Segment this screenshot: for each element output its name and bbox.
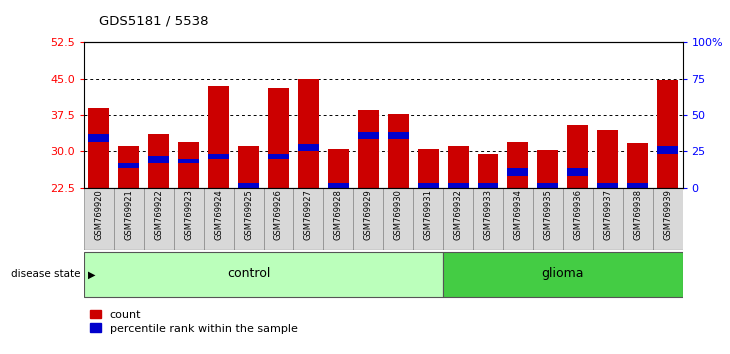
Bar <box>208 154 229 159</box>
Text: GSM769926: GSM769926 <box>274 189 283 240</box>
Bar <box>148 156 169 164</box>
Bar <box>174 188 204 250</box>
Text: GSM769938: GSM769938 <box>633 189 642 240</box>
Text: GSM769929: GSM769929 <box>364 189 373 240</box>
Text: GSM769925: GSM769925 <box>244 189 253 240</box>
Text: GSM769930: GSM769930 <box>393 189 403 240</box>
Text: GSM769921: GSM769921 <box>124 189 134 240</box>
Bar <box>84 188 114 250</box>
Text: GDS5181 / 5538: GDS5181 / 5538 <box>99 14 208 27</box>
Bar <box>623 188 653 250</box>
Bar <box>537 183 558 188</box>
Text: control: control <box>227 267 270 280</box>
Bar <box>238 145 259 188</box>
Bar <box>328 149 349 188</box>
Bar <box>383 188 413 250</box>
Bar <box>208 86 229 188</box>
Bar <box>567 125 588 188</box>
Text: ▶: ▶ <box>88 269 95 279</box>
Text: GSM769920: GSM769920 <box>94 189 104 240</box>
Bar <box>477 183 499 188</box>
Legend: count, percentile rank within the sample: count, percentile rank within the sample <box>90 310 297 333</box>
Bar <box>593 188 623 250</box>
Bar <box>268 154 289 159</box>
Bar <box>353 188 383 250</box>
Text: GSM769928: GSM769928 <box>334 189 343 240</box>
Bar <box>118 164 139 168</box>
Text: disease state: disease state <box>11 269 80 279</box>
Bar <box>298 79 319 188</box>
Bar <box>567 168 588 176</box>
Bar <box>144 188 174 250</box>
Bar <box>627 183 648 188</box>
Bar <box>413 188 443 250</box>
Bar <box>563 188 593 250</box>
Bar <box>627 143 648 188</box>
Bar <box>268 88 289 188</box>
Bar <box>358 110 379 188</box>
Bar <box>358 132 379 139</box>
Bar <box>264 188 293 250</box>
Text: GSM769936: GSM769936 <box>573 189 583 240</box>
Bar <box>443 188 473 250</box>
Bar <box>418 149 439 188</box>
Bar <box>328 183 349 188</box>
Bar <box>447 145 469 188</box>
Bar <box>477 154 499 188</box>
Bar <box>388 132 409 139</box>
Text: GSM769924: GSM769924 <box>214 189 223 240</box>
Bar <box>503 188 533 250</box>
Bar <box>418 183 439 188</box>
Bar <box>507 168 529 176</box>
Bar <box>298 144 319 152</box>
Bar <box>88 135 110 142</box>
Bar <box>388 114 409 188</box>
Text: GSM769939: GSM769939 <box>663 189 672 240</box>
Bar <box>657 147 678 154</box>
Text: GSM769933: GSM769933 <box>483 189 493 240</box>
Bar <box>293 188 323 250</box>
Text: GSM769931: GSM769931 <box>423 189 433 240</box>
Bar <box>238 183 259 188</box>
Bar <box>597 130 618 188</box>
Bar <box>114 188 144 250</box>
Bar <box>533 188 563 250</box>
Text: GSM769932: GSM769932 <box>453 189 463 240</box>
Bar <box>234 188 264 250</box>
Bar <box>473 188 503 250</box>
Bar <box>148 135 169 188</box>
Bar <box>657 80 678 188</box>
Bar <box>653 188 683 250</box>
Bar <box>204 188 234 250</box>
Bar <box>178 159 199 164</box>
Bar <box>597 183 618 188</box>
Bar <box>118 145 139 188</box>
Bar <box>537 150 558 188</box>
Bar <box>443 252 683 297</box>
Bar <box>507 142 529 188</box>
Bar <box>447 183 469 188</box>
Bar <box>88 108 110 188</box>
Text: glioma: glioma <box>542 267 584 280</box>
Text: GSM769923: GSM769923 <box>184 189 193 240</box>
Bar <box>84 252 443 297</box>
Text: GSM769937: GSM769937 <box>603 189 612 240</box>
Bar <box>323 188 353 250</box>
Text: GSM769922: GSM769922 <box>154 189 164 240</box>
Text: GSM769927: GSM769927 <box>304 189 313 240</box>
Text: GSM769935: GSM769935 <box>543 189 553 240</box>
Bar <box>178 142 199 188</box>
Text: GSM769934: GSM769934 <box>513 189 523 240</box>
